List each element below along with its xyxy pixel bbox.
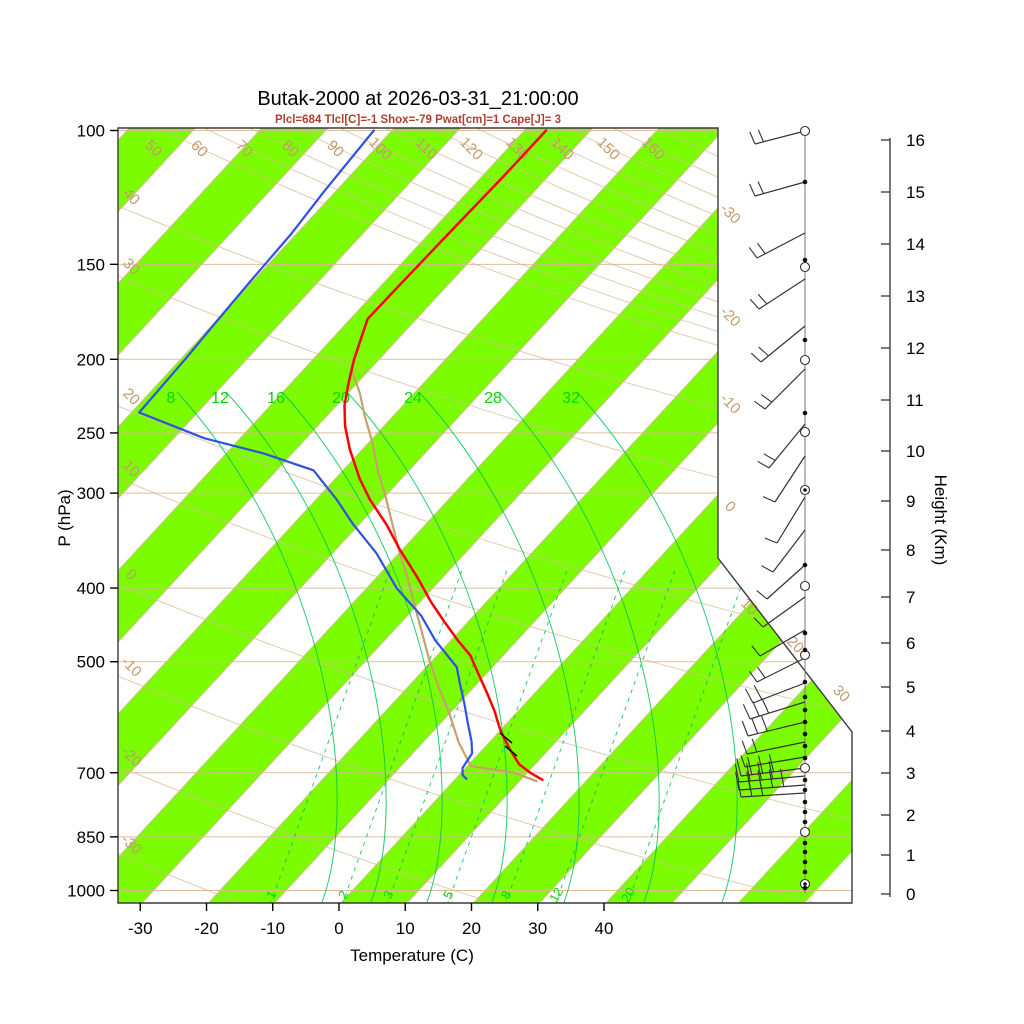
svg-text:60: 60 — [187, 137, 211, 161]
plot-frame — [117, 127, 853, 904]
sounding-indices-subtitle: Plcl=684 Tlcl[C]=-1 Shox=-79 Pwat[cm]=1 … — [274, 114, 562, 126]
svg-text:6: 6 — [906, 634, 915, 653]
svg-text:13: 13 — [906, 287, 925, 306]
svg-text:850: 850 — [77, 828, 105, 847]
svg-text:-10: -10 — [260, 919, 285, 938]
x-axis-title: Temperature (C) — [350, 946, 474, 965]
svg-text:8: 8 — [906, 541, 915, 560]
svg-text:400: 400 — [77, 579, 105, 598]
svg-text:10: 10 — [906, 442, 925, 461]
svg-text:250: 250 — [77, 424, 105, 443]
svg-text:300: 300 — [77, 484, 105, 503]
svg-text:10: 10 — [396, 919, 415, 938]
wind-barbs — [734, 129, 806, 798]
svg-text:9: 9 — [906, 492, 915, 511]
svg-text:90: 90 — [323, 137, 347, 161]
svg-text:-10: -10 — [717, 390, 744, 417]
svg-text:1: 1 — [906, 846, 915, 865]
svg-text:2: 2 — [906, 806, 915, 825]
svg-text:8: 8 — [167, 390, 176, 407]
svg-text:40: 40 — [595, 919, 614, 938]
mixing-ratio-labels: 1 2 3 5 8 12 20 — [263, 885, 638, 905]
svg-text:-20: -20 — [194, 919, 219, 938]
temperature-axis: -30 -20 -10 0 10 20 30 40 — [128, 903, 614, 938]
svg-text:24: 24 — [404, 390, 422, 407]
svg-text:100: 100 — [77, 122, 105, 141]
svg-text:150: 150 — [77, 255, 105, 274]
svg-text:200: 200 — [77, 350, 105, 369]
page-title: Butak-2000 at 2026-03-31_21:00:00 — [257, 88, 579, 110]
svg-text:-30: -30 — [717, 200, 744, 227]
parcel-curve — [351, 371, 538, 783]
svg-text:-10: -10 — [118, 653, 145, 680]
svg-text:150: 150 — [593, 134, 623, 164]
pressure-axis: 100 150 200 250 300 400 500 700 850 1000 — [67, 122, 118, 901]
svg-text:30: 30 — [829, 682, 853, 706]
svg-text:20: 20 — [462, 919, 481, 938]
svg-text:3: 3 — [906, 764, 915, 783]
svg-text:0: 0 — [906, 885, 915, 904]
svg-text:12: 12 — [546, 885, 566, 905]
svg-text:16: 16 — [906, 131, 925, 150]
svg-text:-30: -30 — [128, 919, 153, 938]
svg-text:28: 28 — [484, 390, 502, 407]
moist-adiabat-labels: 8 12 16 20 24 28 32 — [167, 390, 580, 407]
svg-text:120: 120 — [456, 134, 486, 164]
svg-text:4: 4 — [906, 722, 915, 741]
svg-text:1000: 1000 — [67, 882, 105, 901]
height-axis-title: Height (Km) — [931, 474, 950, 566]
green-stripe-bands — [118, 128, 852, 903]
pressure-axis-title: P (hPa) — [55, 489, 74, 547]
svg-text:-20: -20 — [717, 303, 744, 330]
dewpoint-curve — [138, 129, 474, 780]
svg-text:500: 500 — [77, 653, 105, 672]
temperature-curve — [343, 129, 548, 782]
svg-text:15: 15 — [906, 183, 925, 202]
svg-text:700: 700 — [77, 764, 105, 783]
svg-text:11: 11 — [906, 391, 924, 410]
wind-level-markers — [799, 125, 811, 891]
svg-text:0: 0 — [721, 498, 739, 516]
svg-text:2: 2 — [335, 888, 352, 902]
svg-text:20: 20 — [618, 885, 638, 905]
svg-text:32: 32 — [562, 390, 580, 407]
svg-text:7: 7 — [906, 588, 915, 607]
svg-text:30: 30 — [528, 919, 547, 938]
moist-adiabat-lines — [176, 391, 738, 903]
svg-text:0: 0 — [334, 919, 343, 938]
hatch-marks — [499, 732, 518, 757]
svg-text:14: 14 — [906, 235, 925, 254]
svg-text:5: 5 — [906, 678, 915, 697]
svg-text:16: 16 — [267, 390, 285, 407]
svg-text:12: 12 — [211, 390, 229, 407]
svg-text:12: 12 — [906, 339, 925, 358]
